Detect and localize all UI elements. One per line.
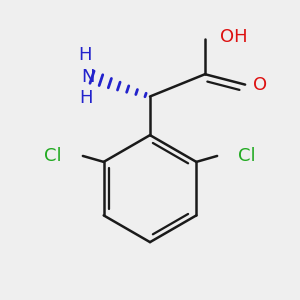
- Text: Cl: Cl: [238, 147, 256, 165]
- Text: H: H: [78, 46, 92, 64]
- Text: OH: OH: [220, 28, 248, 46]
- Text: H: H: [79, 89, 93, 107]
- Text: Cl: Cl: [44, 147, 62, 165]
- Text: N: N: [81, 68, 94, 86]
- Text: O: O: [253, 76, 267, 94]
